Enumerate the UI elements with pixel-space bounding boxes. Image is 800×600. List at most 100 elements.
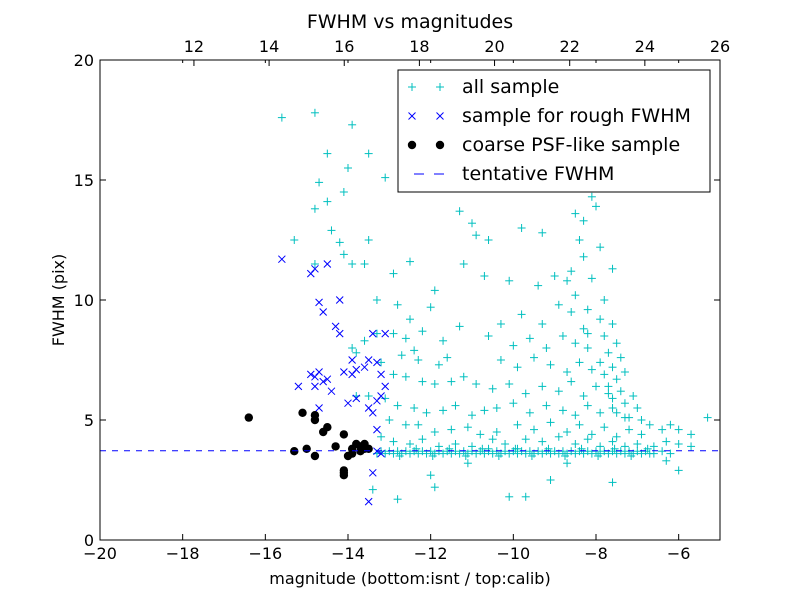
rough-fwhm-point: [331, 322, 340, 331]
all-sample-point: [620, 442, 629, 451]
all-sample-point: [542, 401, 551, 410]
all-sample-point: [571, 339, 580, 348]
all-sample-point: [687, 430, 696, 439]
all-sample-point: [666, 420, 675, 429]
legend-box: [397, 69, 711, 193]
all-sample-point: [616, 353, 625, 362]
all-sample-point: [513, 420, 522, 429]
all-sample-point: [583, 435, 592, 444]
rough-fwhm-point: [360, 363, 369, 372]
all-sample-point: [348, 120, 357, 129]
all-sample-point: [538, 382, 547, 391]
all-sample-point: [600, 423, 609, 432]
rough-fwhm-point: [319, 308, 328, 316]
all-sample-point: [542, 344, 551, 352]
all-sample-point: [554, 432, 563, 441]
all-sample-point: [335, 238, 344, 247]
top-tick-label: 22: [560, 37, 580, 56]
all-sample-point: [406, 257, 414, 266]
all-sample-point: [608, 363, 617, 372]
rough-fwhm-point: [327, 387, 336, 396]
rough-fwhm-point: [352, 394, 361, 403]
all-sample-point: [600, 370, 609, 379]
all-sample-point: [393, 401, 402, 410]
all-sample-point: [587, 192, 596, 201]
all-sample-point: [488, 435, 497, 444]
rough-fwhm-point: [381, 382, 390, 391]
all-sample-point: [426, 303, 435, 312]
rough-fwhm-point: [368, 408, 377, 417]
all-sample-point: [608, 437, 617, 446]
all-sample-point: [645, 420, 654, 429]
all-sample-point: [583, 305, 592, 314]
all-sample-point: [666, 449, 675, 458]
all-sample-point: [412, 444, 421, 453]
all-sample-point: [494, 452, 503, 460]
all-sample-point: [393, 495, 402, 504]
all-sample-point: [600, 296, 609, 304]
rough-fwhm-point: [364, 356, 373, 364]
all-sample-point: [397, 351, 406, 360]
all-sample-point: [443, 353, 452, 362]
all-sample-point: [439, 406, 448, 415]
all-sample-point: [406, 440, 414, 448]
all-sample-point: [310, 108, 319, 117]
x-tick-label: −6: [667, 544, 691, 563]
legend-label: coarse PSF-like sample: [462, 134, 680, 156]
all-sample-point: [577, 444, 586, 453]
all-sample-point: [587, 430, 596, 439]
legend-entry: all sample: [408, 76, 559, 98]
all-sample-point: [662, 456, 671, 465]
all-sample-point: [563, 428, 572, 436]
all-sample-point: [513, 449, 522, 458]
all-sample-point: [277, 113, 286, 122]
rough-fwhm-point: [294, 382, 303, 391]
all-sample-point: [509, 341, 518, 350]
legend-entry: tentative FWHM: [414, 163, 614, 185]
legend-label: sample for rough FWHM: [462, 105, 691, 127]
psf-like-point: [347, 444, 357, 453]
rough-fwhm-point: [315, 404, 323, 412]
all-sample-point: [381, 173, 390, 182]
all-sample-point: [372, 329, 381, 338]
all-sample-point: [550, 272, 559, 280]
x-tick-label: −14: [331, 544, 365, 563]
all-sample-point: [612, 408, 621, 417]
all-sample-point: [445, 444, 454, 453]
all-sample-point: [608, 394, 617, 403]
all-sample-point: [583, 329, 592, 338]
all-sample-point: [554, 300, 563, 309]
all-sample-point: [596, 442, 605, 451]
y-tick-label: 10: [74, 291, 94, 310]
rough-fwhm-point: [344, 399, 352, 408]
all-sample-point: [571, 449, 580, 458]
all-sample-point: [451, 401, 460, 410]
all-sample-point: [323, 197, 332, 206]
psf-like-point: [302, 444, 311, 453]
all-sample-point: [600, 332, 609, 340]
rough-fwhm-point: [368, 329, 377, 338]
all-sample-point: [563, 276, 572, 285]
plot-frame: [99, 59, 721, 541]
all-sample-point: [406, 315, 414, 324]
psf-like-point: [323, 423, 332, 432]
all-sample-point: [511, 444, 520, 453]
all-sample-point: [509, 399, 518, 408]
all-sample-point: [620, 368, 629, 376]
all-sample-point: [451, 440, 460, 448]
all-sample-point: [571, 440, 580, 448]
all-sample-point: [649, 442, 658, 451]
all-sample-point: [633, 404, 642, 412]
all-sample-point: [521, 492, 530, 501]
all-sample-point: [339, 188, 348, 196]
all-sample-point: [561, 452, 569, 460]
all-sample-point: [439, 449, 448, 458]
x-tick-label: −20: [83, 544, 117, 563]
all-sample-point: [447, 377, 456, 386]
legend-marker: [436, 112, 444, 120]
all-sample-point: [674, 466, 683, 475]
all-sample-point: [530, 353, 538, 362]
top-tick-label: 26: [710, 37, 730, 56]
all-sample-point: [594, 452, 603, 460]
legend: all sample sample for rough FWHM coarse PS…: [397, 69, 711, 193]
